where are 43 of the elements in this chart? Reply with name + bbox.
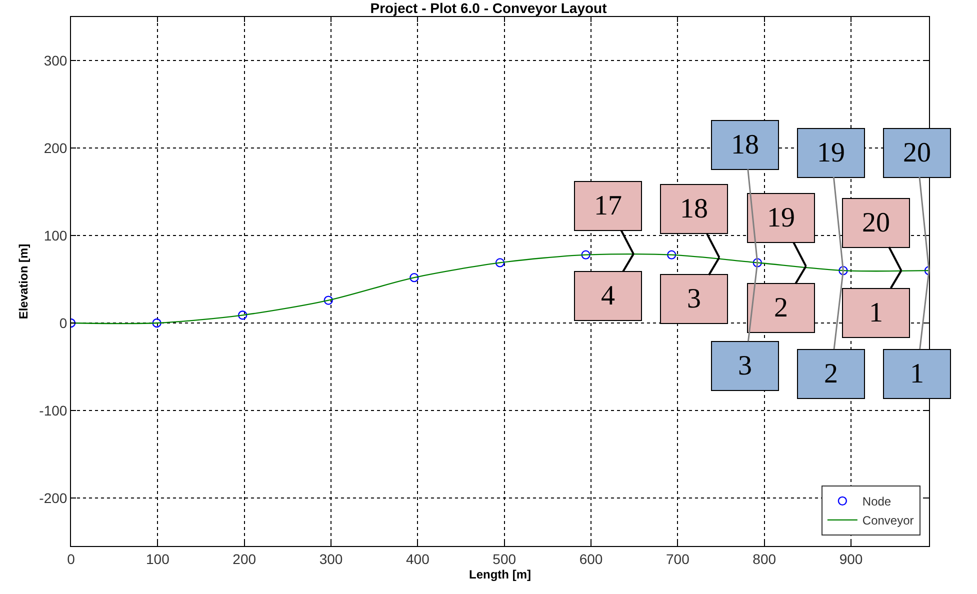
- legend-label: Conveyor: [862, 514, 914, 528]
- point: [410, 272, 419, 282]
- annotation: 4: [601, 280, 615, 312]
- y-tick-label: -100: [39, 402, 68, 418]
- annotation: 20: [903, 138, 931, 168]
- point: [495, 258, 505, 268]
- x-tick-label: 700: [666, 550, 690, 567]
- annotation: 18: [731, 130, 759, 160]
- x-axis-title: Length [m]: [469, 568, 531, 582]
- x-tick-label: 100: [146, 550, 170, 567]
- annotation: 17: [594, 190, 622, 222]
- legend-label: Node: [862, 494, 892, 509]
- x-tick-label: 800: [752, 550, 776, 567]
- chart-title: Project - Plot 6.0 - Conveyor Layout: [370, 0, 608, 16]
- y-axis-title: Elevation [m]: [16, 244, 30, 320]
- y-tick-label: 200: [44, 140, 68, 156]
- y-tick-label: 300: [44, 52, 68, 69]
- point: [238, 310, 248, 320]
- annotation: 2: [774, 292, 788, 324]
- annotation: 2: [824, 358, 838, 390]
- point: [152, 318, 162, 328]
- annotation: 20: [862, 208, 890, 238]
- annotation: 19: [817, 138, 845, 168]
- annotation: 3: [687, 284, 701, 314]
- x-tick-label: 400: [406, 550, 430, 567]
- y-tick-label: -200: [39, 490, 68, 506]
- annotation: 3: [738, 350, 752, 382]
- x-tick-label: 300: [319, 550, 343, 567]
- point: [667, 250, 676, 260]
- point: [581, 250, 590, 260]
- point: [324, 296, 333, 305]
- point: [752, 258, 762, 268]
- y-tick-label: 100: [44, 228, 68, 244]
- annotation: 1: [869, 298, 883, 328]
- annotation: 19: [767, 202, 795, 234]
- point: [838, 266, 848, 276]
- x-tick-label: 500: [492, 550, 516, 567]
- annotation: 18: [680, 194, 708, 224]
- x-tick-label: 600: [579, 550, 603, 567]
- x-tick-label: 200: [232, 550, 256, 567]
- y-tick-label: 0: [59, 314, 68, 331]
- annotation: 1: [910, 358, 924, 390]
- x-tick-label: 900: [839, 550, 863, 567]
